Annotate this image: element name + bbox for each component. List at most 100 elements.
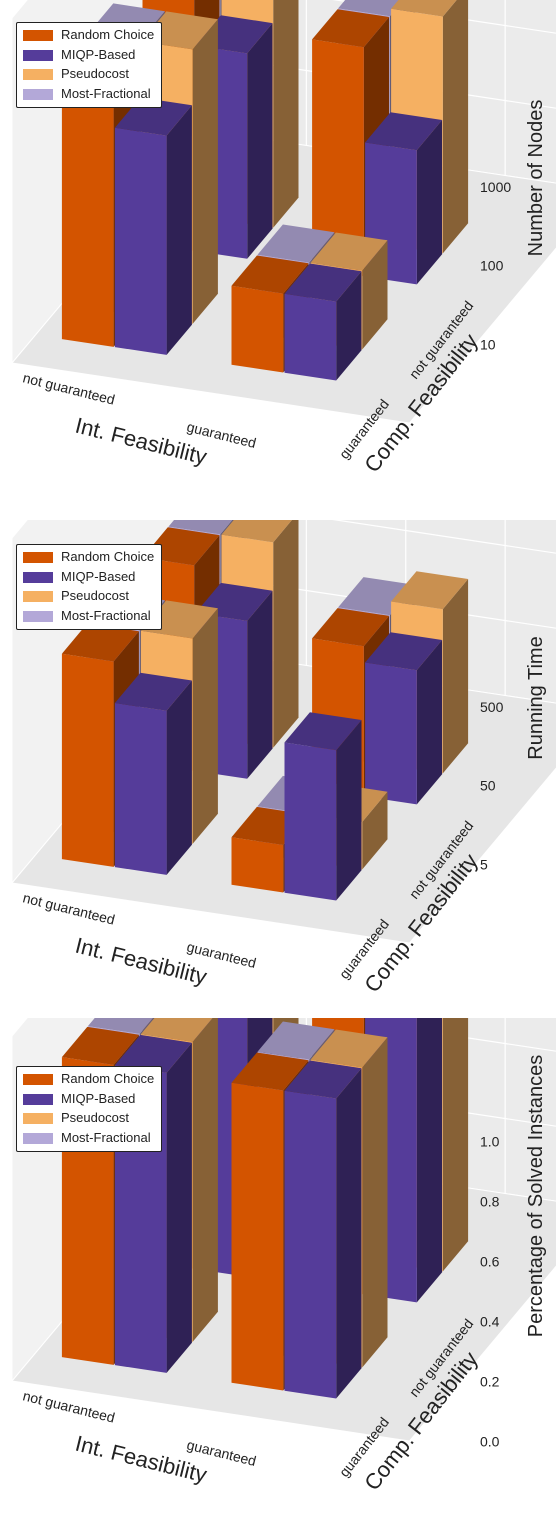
legend-label: Random Choice [61, 27, 155, 42]
bar-top [284, 1060, 362, 1099]
bar-side [416, 1018, 443, 1303]
bar [114, 97, 192, 355]
chart-panel-nodes: 10 100 1000 Number of Nodes not guaranteed gu… [0, 0, 556, 509]
bar-top [61, 1026, 139, 1065]
z-tick-label: 0.6 [480, 1254, 500, 1270]
z-axis-label: Running Time [525, 636, 547, 759]
bar-top [231, 1052, 309, 1091]
legend-item: Random Choice [17, 26, 161, 46]
bars [61, 1018, 469, 1399]
bar-front [231, 837, 284, 893]
grid-line [332, 520, 556, 554]
legend-swatch [23, 1132, 53, 1144]
z-tick-label: 10 [480, 337, 496, 353]
bar-top [365, 632, 443, 671]
z-tick-label: 100 [480, 258, 504, 274]
z-tick-label: 0.2 [480, 1374, 500, 1390]
bar-top [221, 520, 292, 543]
bar-front [231, 285, 284, 373]
z-axis-label: Number of Nodes [525, 100, 547, 257]
bar-side [442, 1018, 469, 1272]
bar-side [362, 1037, 388, 1368]
legend-item: MIQP-Based [17, 46, 161, 66]
bar-top [310, 232, 388, 271]
legend-item: Most-Fractional [17, 85, 161, 105]
bar-side [362, 240, 388, 350]
bar-top [284, 263, 362, 302]
bar-front [284, 293, 337, 381]
bar-top [231, 255, 309, 294]
legend-label: Most-Fractional [61, 1129, 151, 1145]
bar-front [365, 662, 417, 805]
legend-item: MIQP-Based [17, 568, 161, 588]
bar-top [312, 608, 390, 647]
bar [284, 712, 362, 901]
z-axis-label: Percentage of Solved Instances [525, 1055, 547, 1337]
bar-top [365, 112, 443, 151]
z-tick-label: 5 [480, 857, 488, 873]
legend-item: Most-Fractional [17, 607, 161, 627]
bar-side [442, 0, 469, 254]
bar-top [61, 623, 139, 662]
legend-label: Most-Fractional [61, 85, 151, 101]
legend-swatch [23, 49, 53, 61]
bar-top [114, 1034, 192, 1073]
bar-side [166, 105, 192, 355]
bar-top [257, 224, 335, 263]
bar-front [284, 1090, 337, 1399]
legend-label: Pseudocost [61, 588, 129, 603]
legend-label: MIQP-Based [61, 1090, 136, 1106]
legend-label: Most-Fractional [61, 607, 151, 623]
bar-side [442, 579, 469, 774]
bars [61, 0, 469, 381]
legend-label: Pseudocost [61, 1110, 129, 1125]
bar-side [247, 23, 273, 259]
z-ticks: 10 100 1000 [480, 179, 511, 353]
z-tick-label: 500 [480, 699, 504, 715]
legend-item: Random Choice [17, 548, 161, 568]
bar-front [61, 64, 114, 347]
bar-front [114, 127, 167, 355]
bar-top [312, 9, 390, 48]
legend-swatch [23, 1113, 53, 1124]
legend-item: Pseudocost [17, 65, 161, 85]
bar [365, 632, 443, 805]
z-ticks: 0.0 0.2 0.4 0.6 0.8 1.0 [480, 1134, 500, 1450]
bar [284, 1060, 362, 1399]
bar-front [114, 703, 167, 875]
legend: Random Choice MIQP-Based Pseudocost Most… [16, 1066, 162, 1152]
bar-top [114, 672, 192, 711]
bars [61, 520, 469, 901]
bar-side [273, 0, 299, 228]
bar-front [284, 742, 337, 901]
bar-side [247, 590, 273, 779]
legend-swatch [23, 69, 53, 80]
z-ticks: 5 50 500 [480, 699, 504, 873]
bar [114, 672, 192, 875]
bar-side [336, 271, 362, 381]
bar-side [416, 120, 443, 285]
legend-swatch [23, 610, 53, 622]
legend-item: Pseudocost [17, 587, 161, 607]
bar-side [192, 1018, 218, 1342]
legend-swatch [23, 1074, 53, 1085]
legend-item: Random Choice [17, 1070, 161, 1090]
legend-swatch [23, 552, 53, 563]
z-tick-label: 0.4 [480, 1314, 500, 1330]
bar-top [284, 712, 362, 751]
legend-swatch [23, 1093, 53, 1105]
bar-side [336, 1068, 362, 1399]
z-tick-label: 1.0 [480, 1134, 500, 1150]
legend-label: Random Choice [61, 549, 155, 564]
bar-side [166, 680, 192, 875]
bar-top [391, 0, 457, 17]
legend: Random Choice MIQP-Based Pseudocost Most… [16, 22, 162, 108]
legend-label: Random Choice [61, 1071, 155, 1086]
bar-side [416, 640, 443, 805]
legend-swatch [23, 591, 53, 602]
chart-solved-instances: 0.0 0.2 0.4 0.6 0.8 1.0 Percentage of Solved I… [11, 1018, 556, 1495]
bar-top [338, 0, 404, 17]
bar-top [310, 1029, 388, 1068]
z-tick-label: 50 [480, 778, 496, 794]
